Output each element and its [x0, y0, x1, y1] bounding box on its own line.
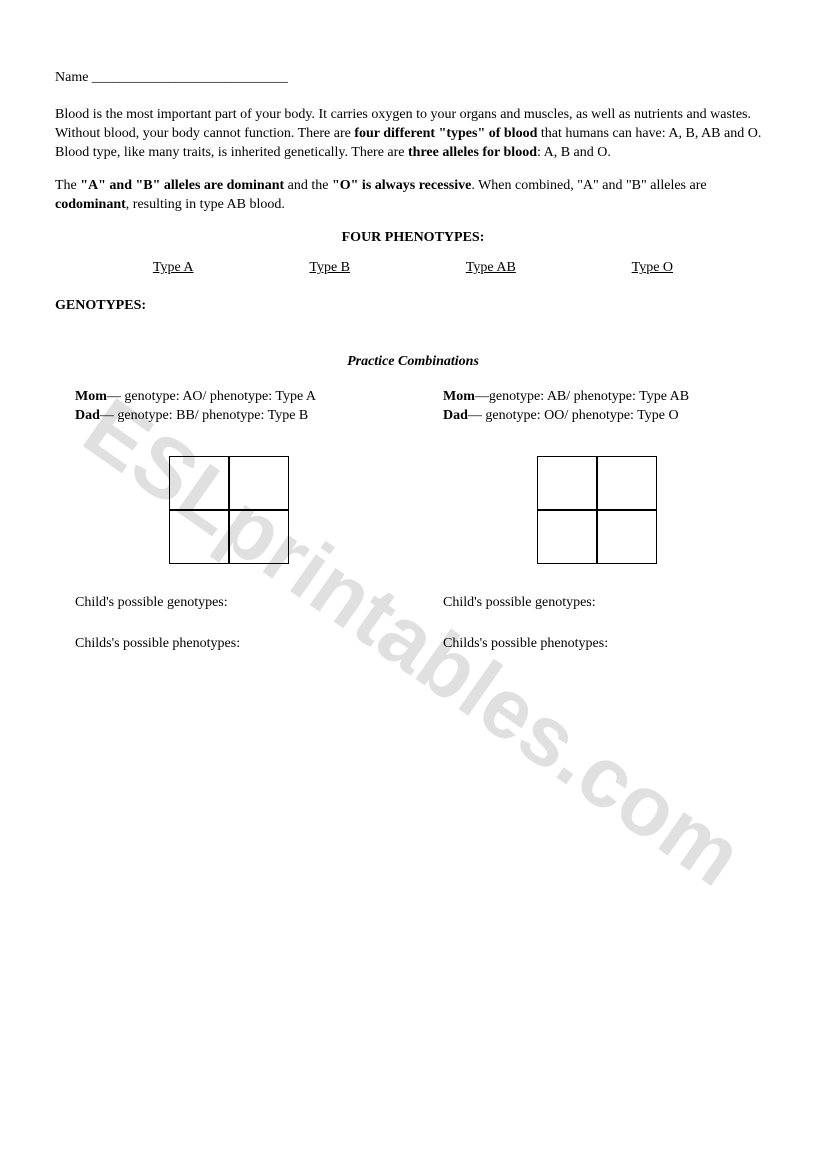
- punnett-cell: [537, 456, 597, 510]
- p2-bold-a: "A" and "B" alleles are dominant: [80, 178, 284, 193]
- combo2-mom-label: Mom: [443, 389, 475, 404]
- punnett-cell: [169, 456, 229, 510]
- practice-columns: Mom— genotype: AO/ phenotype: Type A Dad…: [55, 388, 771, 654]
- combo1-mom-rest: — genotype: AO/ phenotype: Type A: [107, 389, 316, 404]
- practice-column-2: Mom—genotype: AB/ phenotype: Type AB Dad…: [443, 388, 751, 654]
- p2-text-c: . When combined, "A" and "B" alleles are: [471, 178, 706, 193]
- p2-text-a: The: [55, 178, 80, 193]
- combo1-dad: Dad— genotype: BB/ phenotype: Type B: [75, 407, 383, 426]
- name-field-line: Name ____________________________: [55, 70, 771, 86]
- combo2-child-genotypes: Child's possible genotypes:: [443, 594, 751, 613]
- combo1-punnett-square: [169, 456, 289, 564]
- combo2-dad: Dad— genotype: OO/ phenotype: Type O: [443, 407, 751, 426]
- phenotypes-heading: FOUR PHENOTYPES:: [55, 230, 771, 246]
- p1-bold-b: three alleles for blood: [408, 145, 537, 160]
- punnett-cell: [597, 456, 657, 510]
- practice-heading: Practice Combinations: [55, 354, 771, 370]
- combo1-punnett-wrap: [75, 456, 383, 564]
- combo2-mom: Mom—genotype: AB/ phenotype: Type AB: [443, 388, 751, 407]
- phenotype-a: Type A: [153, 260, 194, 276]
- phenotype-ab: Type AB: [466, 260, 516, 276]
- punnett-cell: [169, 510, 229, 564]
- punnett-cell: [229, 456, 289, 510]
- combo2-child-phenotypes: Childs's possible phenotypes:: [443, 635, 751, 654]
- combo2-dad-label: Dad: [443, 408, 468, 423]
- combo1-child-genotypes: Child's possible genotypes:: [75, 594, 383, 613]
- combo2-punnett-wrap: [443, 456, 751, 564]
- p2-bold-c: codominant: [55, 197, 126, 212]
- combo1-child-phenotypes: Childs's possible phenotypes:: [75, 635, 383, 654]
- combo2-mom-rest: —genotype: AB/ phenotype: Type AB: [475, 389, 689, 404]
- combo1-dad-rest: — genotype: BB/ phenotype: Type B: [100, 408, 308, 423]
- worksheet-page: Name ____________________________ Blood …: [0, 0, 826, 694]
- punnett-cell: [597, 510, 657, 564]
- combo1-mom-label: Mom: [75, 389, 107, 404]
- p2-text-b: and the: [284, 178, 332, 193]
- phenotype-list: Type A Type B Type AB Type O: [55, 260, 771, 276]
- intro-paragraph-1: Blood is the most important part of your…: [55, 106, 771, 163]
- combo1-mom: Mom— genotype: AO/ phenotype: Type A: [75, 388, 383, 407]
- intro-paragraph-2: The "A" and "B" alleles are dominant and…: [55, 177, 771, 215]
- p1-bold-a: four different "types" of blood: [354, 126, 537, 141]
- p2-text-d: , resulting in type AB blood.: [126, 197, 285, 212]
- combo1-dad-label: Dad: [75, 408, 100, 423]
- practice-column-1: Mom— genotype: AO/ phenotype: Type A Dad…: [75, 388, 383, 654]
- phenotype-o: Type O: [632, 260, 673, 276]
- p2-bold-b: "O" is always recessive: [332, 178, 471, 193]
- p1-text-c: : A, B and O.: [537, 145, 611, 160]
- punnett-cell: [537, 510, 597, 564]
- punnett-cell: [229, 510, 289, 564]
- combo2-punnett-square: [537, 456, 657, 564]
- phenotype-b: Type B: [309, 260, 350, 276]
- combo2-dad-rest: — genotype: OO/ phenotype: Type O: [468, 408, 679, 423]
- genotypes-heading: GENOTYPES:: [55, 298, 771, 314]
